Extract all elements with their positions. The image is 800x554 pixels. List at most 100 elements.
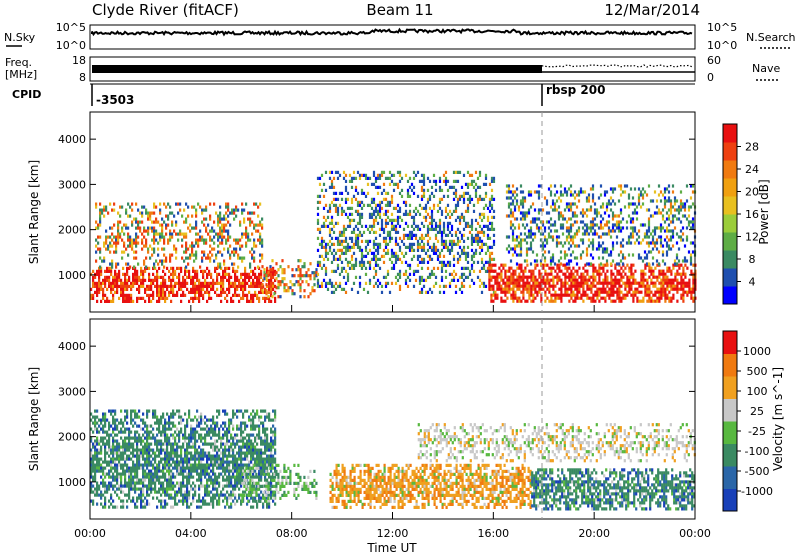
echo-cell: [529, 241, 533, 245]
echo-cell: [480, 248, 484, 252]
echo-cell: [336, 212, 340, 216]
echo-cell: [603, 247, 607, 251]
echo-cell: [638, 290, 641, 294]
echo-cell: [122, 421, 125, 425]
echo-cell: [482, 230, 486, 234]
echo-cell: [336, 266, 340, 270]
echo-cell: [238, 278, 241, 282]
echo-cell: [446, 203, 450, 207]
echo-cell: [154, 481, 157, 485]
echo-cell: [569, 184, 573, 188]
echo-cell: [270, 281, 273, 285]
echo-cell: [655, 259, 659, 263]
echo-cell: [118, 442, 121, 446]
echo-cell: [242, 278, 245, 282]
echo-cell: [488, 272, 491, 276]
echo-cell: [236, 278, 239, 282]
echo-cell: [154, 409, 157, 413]
echo-cell: [205, 205, 208, 209]
echo-cell: [256, 296, 259, 300]
echo-cell: [406, 275, 410, 279]
echo-cell: [175, 223, 178, 227]
echo-cell: [507, 205, 511, 209]
echo-cell: [114, 490, 117, 494]
echo-cell: [210, 275, 213, 279]
echo-cell: [422, 224, 426, 228]
echo-cell: [257, 265, 260, 269]
echo-cell: [608, 296, 611, 300]
echo-cell: [209, 256, 212, 260]
echo-cell: [202, 269, 205, 273]
echo-cell: [480, 230, 484, 234]
echo-cell: [326, 251, 330, 255]
echo-cell: [124, 463, 127, 467]
echo-cell: [586, 278, 589, 282]
echo-cell: [326, 281, 330, 285]
echo-cell: [392, 182, 396, 186]
echo-cell: [376, 185, 380, 189]
echo-cell: [136, 454, 139, 458]
echo-cell: [442, 260, 446, 264]
echo-cell: [386, 233, 390, 237]
echo-cell: [488, 182, 492, 186]
echo-cell: [152, 448, 155, 452]
echo-cell: [92, 278, 95, 282]
echo-cell: [534, 281, 537, 285]
echo-cell: [185, 244, 188, 248]
echo-cell: [679, 238, 683, 242]
echo-cell: [490, 275, 493, 279]
echo-cell: [362, 173, 366, 177]
echo-cell: [112, 439, 115, 443]
echo-cell: [631, 226, 635, 230]
echo-cell: [211, 247, 214, 251]
echo-cell: [649, 250, 653, 254]
echo-cell: [611, 199, 615, 203]
echo-cell: [645, 262, 649, 266]
echo-cell: [535, 223, 539, 227]
echo-cell: [342, 176, 346, 180]
echo-cell: [428, 215, 432, 219]
echo-cell: [257, 238, 260, 242]
echo-cell: [153, 226, 156, 230]
echo-cell: [281, 271, 284, 275]
echo-cell: [527, 235, 531, 239]
echo-cell: [416, 239, 420, 243]
echo-cell: [124, 287, 127, 291]
echo-cell: [592, 275, 595, 279]
echo-cell: [138, 275, 141, 279]
echo-cell: [152, 466, 155, 470]
echo-cell: [653, 211, 657, 215]
echo-cell: [544, 281, 547, 285]
echo-cell: [112, 436, 115, 440]
echo-cell: [102, 469, 105, 473]
echo-cell: [476, 233, 480, 237]
echo-cell: [130, 475, 133, 479]
echo-cell: [330, 242, 334, 246]
echo-cell: [635, 238, 639, 242]
echo-cell: [426, 233, 430, 237]
echo-cell: [472, 269, 476, 273]
echo-cell: [254, 293, 257, 297]
echo-cell: [508, 287, 511, 291]
echo-cell: [372, 257, 376, 261]
echo-cell: [454, 206, 458, 210]
echo-cell: [626, 278, 629, 282]
echo-cell: [348, 260, 352, 264]
echo-cell: [537, 217, 541, 221]
colorbar-swatch: [723, 196, 737, 215]
echo-cell: [143, 235, 146, 239]
echo-cell: [203, 250, 206, 254]
echo-cell: [614, 290, 617, 294]
echo-cell: [235, 205, 238, 209]
echo-cell: [162, 296, 165, 300]
echo-cell: [324, 281, 328, 285]
echo-cell: [551, 223, 555, 227]
echo-cell: [569, 253, 573, 257]
echo-cell: [553, 193, 557, 197]
echo-cell: [506, 290, 509, 294]
echo-cell: [490, 206, 494, 210]
echo-cell: [108, 436, 111, 440]
echo-cell: [438, 179, 442, 183]
echo-cell: [645, 256, 649, 260]
echo-cell: [147, 232, 150, 236]
